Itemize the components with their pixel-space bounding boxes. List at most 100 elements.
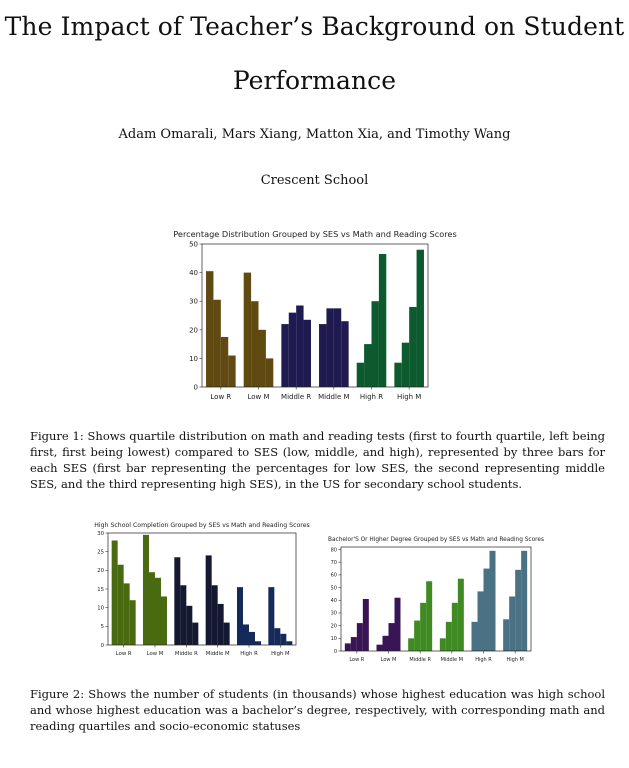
bar (477, 591, 484, 651)
bar (388, 623, 395, 651)
bar (333, 308, 342, 387)
bar (206, 271, 214, 387)
bar (281, 324, 289, 387)
x-tick-label: Middle R (281, 393, 311, 401)
bar (371, 301, 379, 387)
y-tick-label: 5 (101, 624, 104, 630)
y-tick-label: 70 (331, 560, 337, 566)
author-list: Adam Omarali, Mars Xiang, Matton Xia, an… (118, 127, 511, 142)
bar (192, 622, 199, 645)
y-tick-label: 80 (331, 547, 337, 553)
bar (217, 603, 224, 645)
bar (439, 638, 446, 651)
bar (155, 577, 161, 645)
bar (319, 324, 327, 387)
bar (489, 550, 496, 651)
bar (223, 622, 230, 645)
bar (243, 624, 249, 645)
y-tick-label: 10 (189, 355, 198, 363)
bar (416, 249, 424, 387)
bar (149, 572, 155, 645)
bar (451, 602, 458, 651)
bar (237, 587, 243, 645)
y-tick-label: 40 (331, 598, 337, 604)
bar (280, 633, 287, 645)
figure-1-chart: Percentage Distribution Grouped by SES v… (173, 229, 456, 401)
x-tick-label: High R (475, 657, 492, 663)
plot-frame (340, 546, 532, 652)
y-tick-label: 30 (189, 298, 198, 306)
bar (205, 555, 212, 645)
bar (426, 581, 433, 651)
y-tick-label: 20 (189, 326, 198, 334)
bar (382, 635, 389, 651)
bar (211, 585, 218, 645)
bar (350, 637, 357, 651)
bar (213, 299, 221, 387)
x-tick-label: Middle M (441, 657, 463, 663)
bar (394, 362, 402, 387)
figure-2-caption: Figure 2: Shows the number of students (… (30, 687, 605, 733)
bar (445, 621, 452, 651)
x-tick-label: Middle M (206, 651, 230, 657)
bar (117, 564, 124, 645)
bar (186, 605, 193, 645)
bar (161, 596, 167, 645)
x-tick-label: Low M (381, 657, 397, 663)
figure-1-caption: Figure 1: Shows quartile distribution on… (30, 429, 605, 491)
bar (268, 587, 275, 645)
y-tick-label: 20 (331, 623, 337, 629)
bar (408, 638, 415, 651)
bar (378, 254, 387, 387)
bar (123, 583, 130, 645)
bar (483, 568, 490, 651)
figure-2-right-chart: Bachelor'S Or Higher Degree Grouped by S… (328, 537, 544, 663)
bar (509, 596, 516, 651)
bar (356, 623, 363, 651)
x-tick-label: High M (506, 657, 523, 663)
bar (503, 619, 510, 651)
bar (515, 569, 522, 651)
y-tick-label: 60 (331, 573, 337, 579)
x-tick-label: Low M (147, 651, 164, 657)
y-tick-label: 15 (97, 587, 104, 593)
chart-title: Bachelor'S Or Higher Degree Grouped by S… (328, 537, 544, 543)
bar (258, 329, 266, 387)
bar (414, 620, 421, 651)
bar (265, 358, 274, 387)
bar (249, 631, 255, 645)
bar (409, 306, 417, 387)
y-tick-label: 0 (194, 383, 198, 391)
y-tick-label: 30 (331, 611, 337, 617)
bar (286, 641, 293, 645)
bar (521, 550, 528, 651)
paper-title-line-2: Performance (232, 66, 397, 95)
bar (129, 600, 136, 645)
bar (111, 540, 118, 645)
bar (420, 602, 427, 651)
bar (356, 362, 365, 387)
x-tick-label: Low R (210, 393, 231, 401)
y-tick-label: 10 (331, 636, 337, 642)
bar (376, 644, 383, 651)
bar (255, 641, 261, 645)
y-tick-label: 50 (331, 585, 337, 591)
bar (174, 557, 181, 645)
bar (303, 319, 311, 387)
y-tick-label: 25 (97, 550, 104, 556)
x-tick-label: Low M (247, 393, 269, 401)
chart-title: High School Completion Grouped by SES vs… (94, 522, 309, 529)
bar (143, 534, 149, 645)
y-tick-label: 50 (189, 240, 198, 248)
bar (326, 308, 334, 387)
x-tick-label: High M (271, 651, 290, 657)
y-tick-label: 10 (97, 606, 104, 612)
x-tick-label: Low R (116, 651, 132, 657)
x-tick-label: Low R (349, 657, 364, 663)
bar (362, 599, 369, 651)
bar (220, 336, 229, 387)
bar (457, 578, 464, 651)
y-tick-label: 40 (189, 269, 198, 277)
bar (180, 585, 187, 645)
bar (364, 344, 372, 387)
